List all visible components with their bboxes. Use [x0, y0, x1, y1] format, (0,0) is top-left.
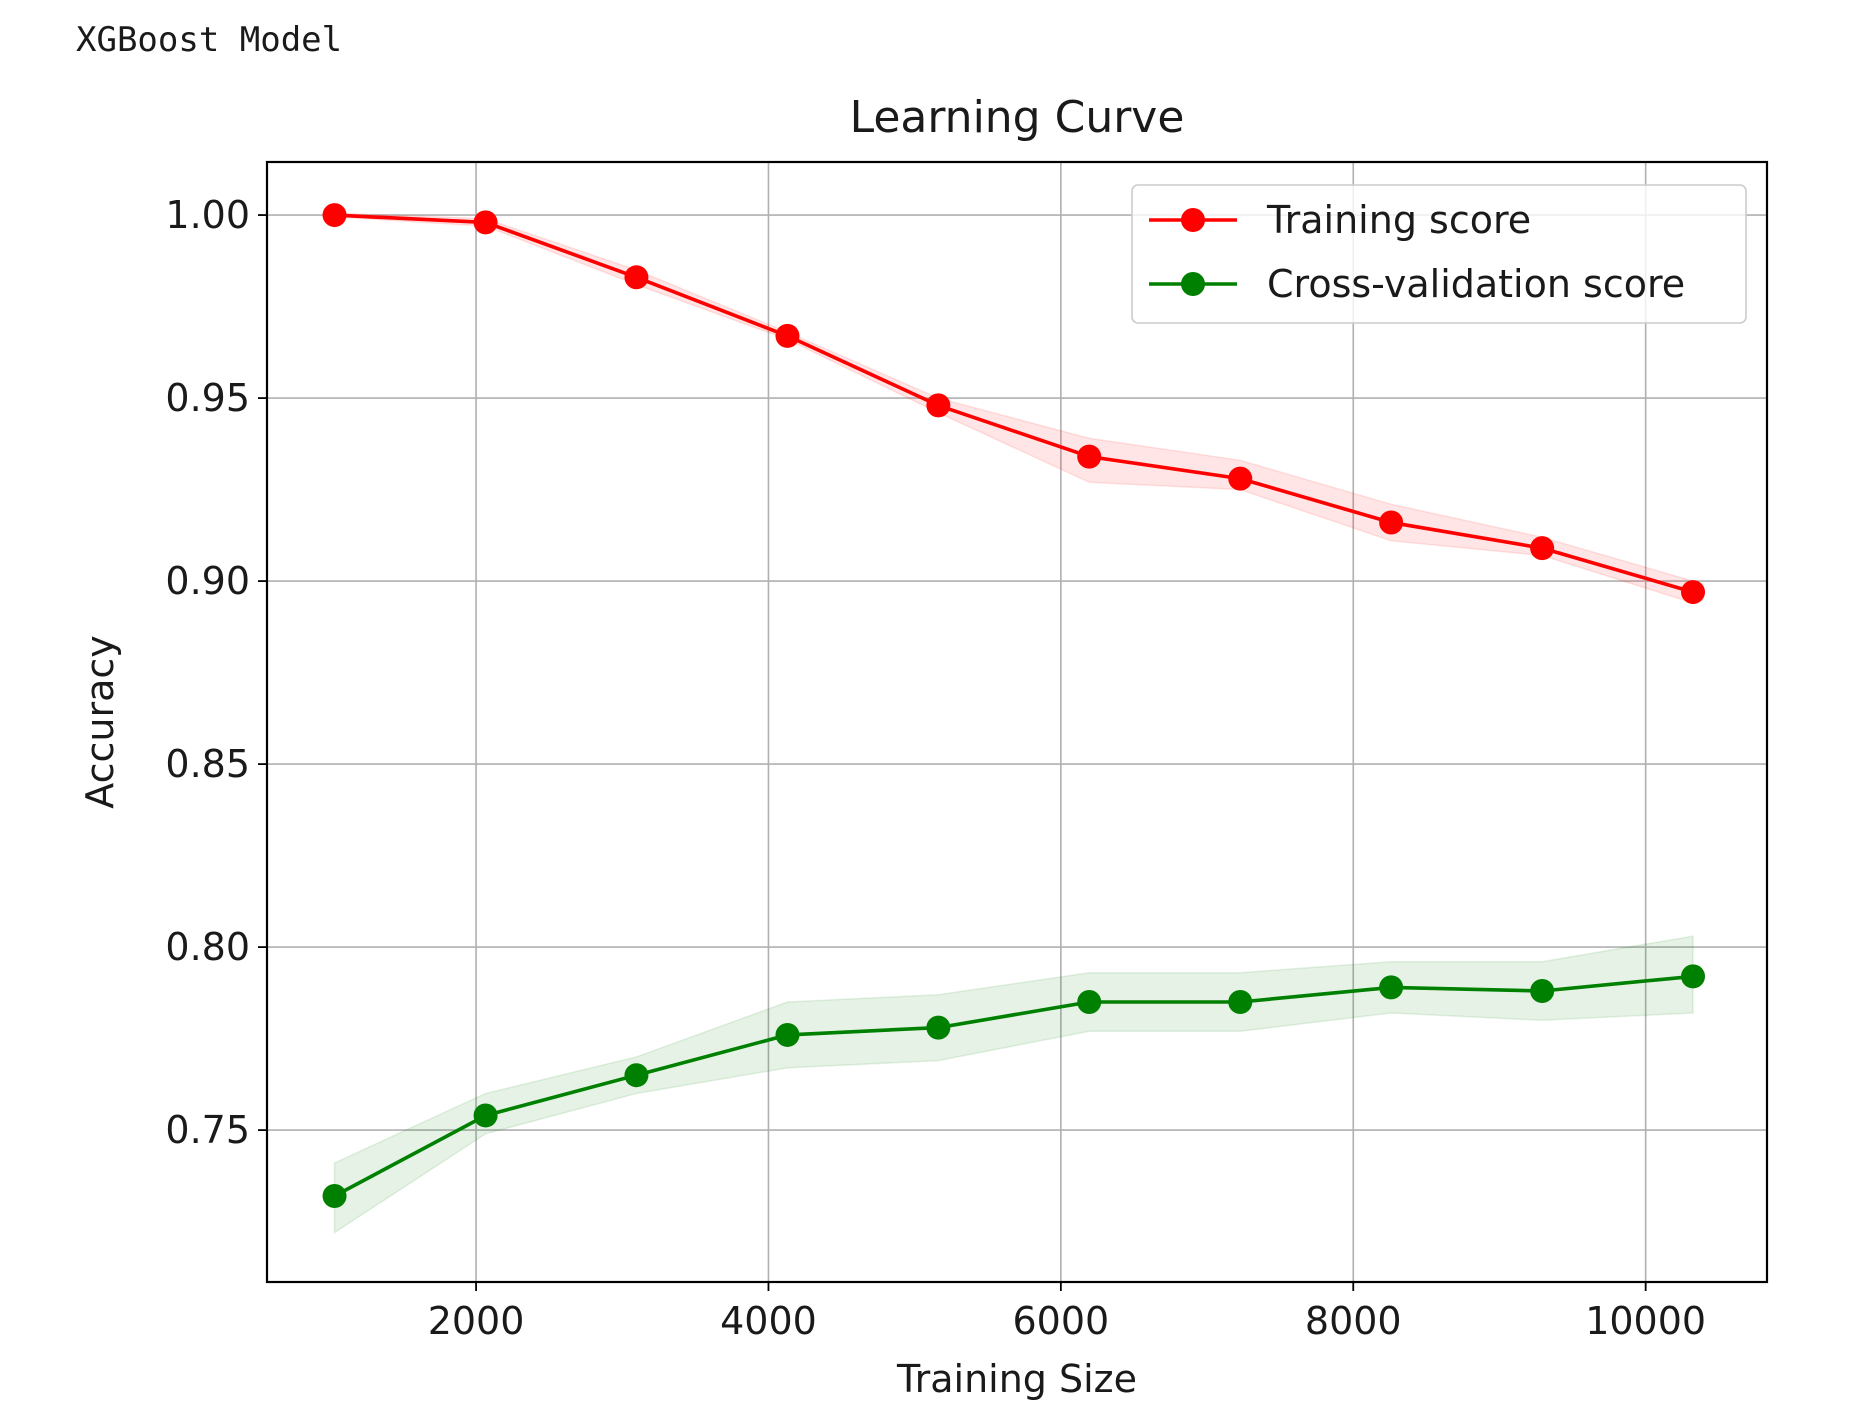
- training-score-point: [1379, 510, 1404, 535]
- training-legend-marker: [1181, 208, 1205, 232]
- training-score-point: [322, 203, 347, 228]
- cross-validation-score-point: [624, 1063, 649, 1088]
- training-score-point: [1530, 536, 1555, 561]
- y-tick-label: 0.80: [165, 925, 250, 969]
- output-caption: XGBoost Model: [76, 20, 343, 60]
- y-axis-ticks: 0.75 0.80 0.85 0.90 0.95 1.00: [165, 193, 267, 1152]
- chart-title: Learning Curve: [850, 92, 1185, 143]
- y-tick-label: 0.75: [165, 1108, 250, 1152]
- training-legend-label: Training score: [1266, 198, 1531, 242]
- cross-validation-score-point: [322, 1183, 347, 1208]
- x-tick-label: 10000: [1585, 1299, 1706, 1343]
- x-tick-label: 8000: [1305, 1299, 1402, 1343]
- y-axis-label: Accuracy: [78, 635, 122, 809]
- cross-validation-score-point: [473, 1103, 498, 1128]
- cross-validation-score-point: [1379, 975, 1404, 1000]
- plot-area-frame: [265, 160, 1769, 1284]
- legend: Training score Cross-validation score: [1131, 184, 1747, 324]
- series-lines: [333, 213, 1694, 1198]
- x-axis-ticks: 2000 4000 6000 8000 10000: [428, 1282, 1706, 1343]
- x-tick-label: 2000: [428, 1299, 525, 1343]
- legend-box: [1131, 184, 1747, 324]
- cross-validation-score-point: [1228, 990, 1253, 1014]
- training-score-point: [926, 393, 951, 418]
- x-tick-label: 6000: [1013, 1299, 1110, 1343]
- y-tick-label: 0.90: [165, 559, 250, 603]
- cross-validation-score-point: [1077, 990, 1102, 1014]
- training-score-point: [624, 265, 649, 290]
- cross-validation-score-point: [926, 1015, 951, 1040]
- confidence-bands: [333, 212, 1694, 1234]
- training-score-point: [1077, 444, 1102, 469]
- cross-validation-score-point: [1681, 964, 1706, 989]
- training-score-line: [334, 213, 1694, 594]
- cross-validation-score-point: [775, 1022, 800, 1047]
- x-tick-label: 4000: [720, 1299, 817, 1343]
- y-tick-label: 1.00: [165, 193, 250, 237]
- training-score-point: [473, 210, 498, 235]
- cross-validation-legend-marker: [1181, 272, 1205, 296]
- training-score-point: [1228, 466, 1253, 491]
- training-score-point: [775, 323, 800, 348]
- series-markers: [322, 203, 1706, 1208]
- cross-validation-score-point: [1530, 979, 1555, 1004]
- cross-validation-score-line: [333, 974, 1694, 1198]
- y-tick-label: 0.85: [165, 742, 250, 786]
- y-tick-label: 0.95: [165, 376, 250, 420]
- cross-validation-legend-label: Cross-validation score: [1267, 262, 1685, 306]
- x-axis-label: Training Size: [896, 1357, 1137, 1401]
- training-score-point: [1681, 580, 1706, 605]
- cross-validation-score-band: [333, 935, 1694, 1234]
- grid-lines: [267, 162, 1767, 1282]
